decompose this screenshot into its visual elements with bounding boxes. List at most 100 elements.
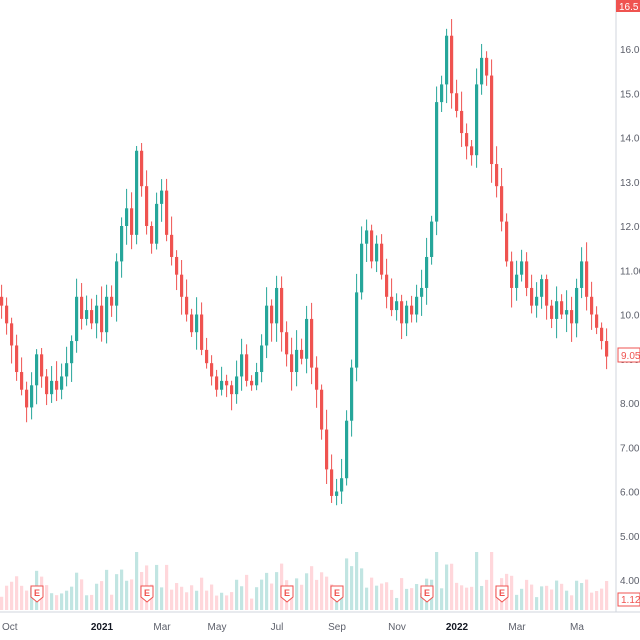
earnings-marker[interactable]: E bbox=[140, 585, 154, 603]
earnings-marker[interactable]: E bbox=[495, 585, 509, 603]
candle-body bbox=[355, 292, 359, 368]
volume-bar bbox=[155, 564, 159, 610]
volume-bar bbox=[50, 593, 54, 610]
volume-bar bbox=[355, 552, 359, 610]
candle-body bbox=[250, 380, 254, 386]
volume-bar bbox=[375, 585, 379, 610]
candle-body bbox=[445, 35, 449, 85]
volume-bar bbox=[135, 552, 139, 610]
volume-bar bbox=[495, 588, 499, 610]
volume-bar bbox=[0, 596, 4, 610]
candle-body bbox=[550, 305, 554, 319]
earnings-marker[interactable]: E bbox=[30, 585, 44, 603]
candle-body bbox=[560, 301, 564, 315]
volume-bar bbox=[320, 572, 324, 610]
candle-body bbox=[575, 287, 579, 324]
volume-bar bbox=[240, 586, 244, 610]
volume-bar bbox=[400, 578, 404, 610]
candle-body bbox=[505, 221, 509, 262]
candle-body bbox=[140, 150, 144, 187]
volume-bar bbox=[90, 594, 94, 610]
volume-bar bbox=[360, 568, 364, 610]
candle-body bbox=[180, 274, 184, 297]
volume-bar bbox=[295, 578, 299, 610]
candle-body bbox=[500, 186, 504, 222]
earnings-marker-label: E bbox=[334, 588, 340, 598]
volume-bar bbox=[95, 583, 99, 610]
x-tick-label: Mar bbox=[508, 622, 526, 633]
volume-bar bbox=[590, 592, 594, 610]
candle-body bbox=[340, 478, 344, 492]
volume-bar bbox=[570, 595, 574, 610]
x-tick-label: 2021 bbox=[91, 622, 114, 633]
candle-body bbox=[265, 305, 269, 346]
candle-body bbox=[290, 354, 294, 373]
x-tick-label: Sep bbox=[328, 622, 346, 633]
candle-body bbox=[150, 226, 154, 244]
x-tick-label: Oct bbox=[2, 622, 18, 633]
volume-bar bbox=[510, 575, 514, 610]
candle-body bbox=[450, 35, 454, 94]
volume-bar bbox=[325, 576, 329, 610]
volume-bar bbox=[415, 584, 419, 610]
candle-body bbox=[430, 221, 434, 257]
candle-body bbox=[100, 305, 104, 333]
candle-body bbox=[455, 93, 459, 111]
volume-bar bbox=[20, 585, 24, 610]
y-tick-label: 16.00 bbox=[620, 45, 640, 56]
candle-body bbox=[0, 296, 4, 306]
candle-body bbox=[65, 363, 69, 377]
volume-bar bbox=[105, 569, 109, 610]
candle-body bbox=[30, 385, 34, 408]
earnings-marker[interactable]: E bbox=[330, 585, 344, 603]
volume-bar bbox=[165, 564, 169, 610]
earnings-marker-label: E bbox=[424, 588, 430, 598]
volume-bar bbox=[470, 586, 474, 610]
candle-body bbox=[200, 314, 204, 350]
candle-body bbox=[555, 301, 559, 319]
volume-bar bbox=[180, 586, 184, 610]
volume-bar bbox=[420, 593, 424, 610]
earnings-marker[interactable]: E bbox=[420, 585, 434, 603]
volume-bar bbox=[195, 590, 199, 610]
volume-bar bbox=[605, 580, 609, 610]
volume-bar bbox=[255, 587, 259, 610]
candle-body bbox=[405, 305, 409, 324]
volume-bar bbox=[595, 591, 599, 610]
candle-body bbox=[605, 341, 609, 357]
volume-bar bbox=[385, 582, 389, 610]
volume-bar bbox=[550, 589, 554, 610]
candle-body bbox=[465, 133, 469, 147]
volume-bar bbox=[540, 586, 544, 610]
volume-bar bbox=[530, 584, 534, 610]
candle-body bbox=[600, 327, 604, 342]
volume-bar bbox=[225, 595, 229, 610]
candle-body bbox=[225, 380, 229, 386]
candle-body bbox=[35, 354, 39, 386]
volume-bar bbox=[310, 566, 314, 610]
candle-body bbox=[350, 367, 354, 421]
candle-body bbox=[425, 256, 429, 288]
candle-body bbox=[525, 261, 529, 288]
y-tick-label: 6.00 bbox=[620, 488, 640, 499]
y-tick-label: 12.00 bbox=[620, 222, 640, 233]
volume-bar bbox=[75, 572, 79, 610]
candle-body bbox=[395, 301, 399, 311]
candle-body bbox=[335, 491, 339, 496]
candle-body bbox=[50, 380, 54, 395]
volume-bar bbox=[365, 587, 369, 610]
x-tick-label: Ma bbox=[570, 622, 584, 633]
y-tick-label: 7.00 bbox=[620, 443, 640, 454]
volume-bar bbox=[125, 580, 129, 610]
volume-bar bbox=[435, 552, 439, 610]
volume-bar bbox=[205, 590, 209, 610]
volume-bar bbox=[315, 579, 319, 610]
earnings-marker[interactable]: E bbox=[280, 585, 294, 603]
candle-body bbox=[90, 310, 94, 324]
volume-bar bbox=[250, 598, 254, 610]
candle-body bbox=[470, 146, 474, 156]
top-price-label: 16.5 bbox=[619, 2, 639, 13]
candle-body bbox=[270, 305, 274, 324]
